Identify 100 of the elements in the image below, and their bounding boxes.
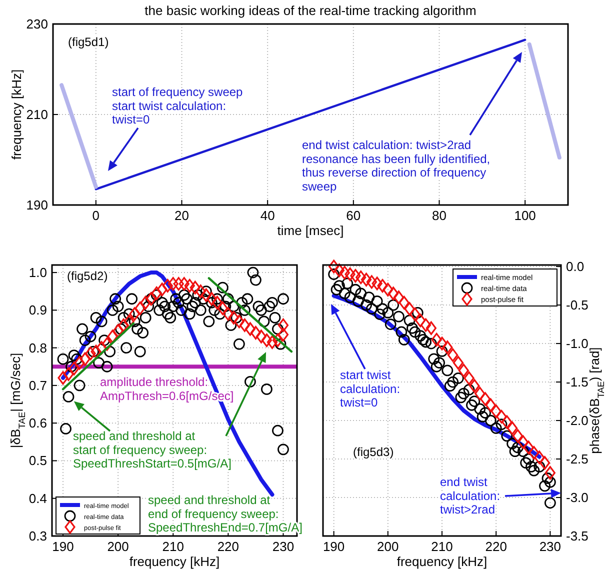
point: [415, 314, 426, 328]
y-tick-label: 0.4: [28, 490, 47, 506]
x-axis-title: frequency [kHz]: [129, 554, 220, 569]
y-tick-label: 210: [26, 107, 48, 122]
point: [344, 267, 356, 282]
point: [490, 404, 502, 418]
point: [217, 301, 228, 316]
point: [178, 277, 190, 291]
annotation: start twist calculation: twist=0: [340, 368, 400, 410]
point: [58, 371, 68, 385]
annotation: (fig5d2): [67, 269, 108, 283]
point: [151, 286, 162, 300]
x-tick-label: 220: [217, 539, 240, 554]
y2-tick-label: -3.5: [566, 528, 588, 544]
point: [140, 296, 151, 310]
point: [496, 410, 507, 424]
point: [436, 336, 448, 350]
point: [90, 344, 102, 358]
point: [544, 466, 556, 480]
y-tick-label: 0.8: [28, 340, 47, 356]
annotation: end twist calculation: twist>2rad: [440, 475, 500, 517]
y-tick-label: 0.7: [28, 378, 47, 393]
point: [124, 314, 134, 328]
x-tick-label: 200: [107, 539, 129, 554]
y2-tick-label: -0.5: [566, 298, 588, 313]
y2-tick-label: -2.0: [566, 413, 588, 428]
annotation: (fig5d3): [353, 445, 394, 459]
point: [112, 324, 124, 338]
point: [398, 296, 410, 310]
point: [420, 318, 432, 332]
point: [102, 337, 112, 351]
point: [485, 398, 496, 412]
point: [442, 340, 453, 354]
point: [512, 429, 524, 443]
point: [474, 386, 486, 400]
point: [162, 278, 173, 292]
point: [118, 318, 129, 332]
point: [339, 266, 350, 280]
y-tick-label: 1.0: [28, 265, 47, 280]
point: [464, 371, 474, 385]
point: [63, 367, 74, 381]
y-tick-label: 230: [26, 16, 48, 32]
point: [85, 346, 96, 360]
annotation: speed and threshold at start of frequency sweep: SpeedThreshStart=0.5[mG/A]: [73, 429, 232, 471]
point: [195, 284, 206, 298]
point: [528, 446, 540, 460]
point: [261, 333, 272, 348]
x-tick-label: 40: [260, 208, 275, 223]
point: [356, 270, 366, 284]
point: [448, 348, 458, 362]
point: [168, 277, 178, 291]
point: [272, 333, 284, 348]
y-tick-label: 190: [26, 198, 48, 212]
point: [184, 278, 195, 292]
x-tick-label: 190: [322, 539, 345, 554]
point: [228, 310, 239, 324]
point: [372, 276, 382, 290]
point: [350, 268, 361, 283]
y2-tick-label: -1.5: [566, 374, 588, 390]
point: [328, 260, 340, 274]
point: [129, 307, 140, 321]
point: [200, 288, 212, 302]
point: [469, 379, 480, 393]
point: [156, 282, 168, 296]
point: [534, 450, 545, 464]
x-tick-label: 230: [272, 539, 294, 554]
point: [134, 301, 146, 316]
x-tick-label: 190: [52, 539, 74, 554]
y2-tick-label: -1.0: [566, 336, 588, 352]
point: [431, 332, 442, 346]
point: [377, 278, 388, 293]
point: [366, 275, 377, 289]
x-tick-label: 200: [377, 539, 399, 554]
point: [539, 456, 550, 470]
point: [458, 364, 469, 378]
point: [206, 292, 217, 306]
point: [410, 307, 420, 322]
y2-tick-label: -3.0: [566, 490, 588, 506]
annotation: start of frequency sweep start twist calculation: twist=0: [112, 85, 244, 127]
point: [239, 318, 250, 332]
point: [68, 362, 80, 376]
x-tick-label: 230: [539, 539, 562, 554]
point: [523, 440, 534, 454]
x-tick-label: 220: [485, 539, 507, 554]
point: [190, 280, 200, 294]
point: [278, 318, 289, 332]
point: [256, 330, 267, 344]
x-tick-label: 100: [514, 208, 536, 223]
y-tick-label: 0.3: [28, 528, 47, 544]
point: [80, 352, 90, 366]
point: [480, 392, 491, 406]
point: [502, 415, 512, 429]
y-tick-label: 0.6: [28, 416, 47, 431]
point: [278, 328, 289, 342]
point: [404, 302, 415, 316]
y-tick-label: 0.5: [28, 453, 47, 468]
y-axis-title: frequency [kHz]: [9, 69, 24, 160]
point: [107, 330, 118, 344]
point: [388, 286, 399, 300]
point: [452, 356, 464, 370]
